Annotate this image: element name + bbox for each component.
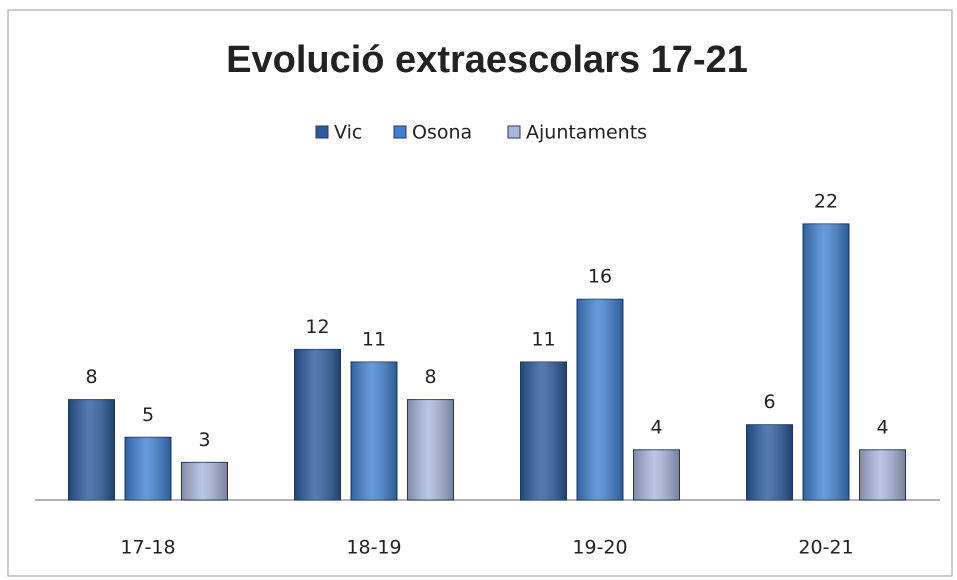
- data-label: 8: [85, 366, 97, 388]
- x-tick-label: 19-20: [572, 537, 627, 559]
- chart-title: Evolució extraescolars 17-21: [226, 39, 748, 81]
- legend-label: Ajuntaments: [526, 122, 647, 144]
- bar-shade: [125, 437, 171, 500]
- legend-swatch: [507, 125, 521, 139]
- legend-label: Osona: [412, 122, 472, 144]
- bar-shade: [181, 462, 228, 500]
- data-label: 11: [531, 328, 555, 350]
- data-label: 8: [424, 366, 436, 388]
- data-label: 6: [763, 391, 775, 413]
- legend-swatch: [315, 125, 329, 139]
- bar-shade: [407, 399, 454, 500]
- x-tick-label: 17-18: [120, 537, 175, 559]
- data-label: 5: [142, 404, 154, 426]
- data-label: 4: [876, 416, 888, 438]
- data-label: 12: [305, 316, 329, 338]
- bar-shade: [746, 424, 793, 500]
- data-label: 4: [650, 416, 662, 438]
- bar-shade: [520, 361, 567, 500]
- bar-shade: [859, 449, 906, 500]
- bar-shade: [294, 349, 341, 500]
- data-label: 16: [588, 266, 612, 288]
- data-label: 11: [362, 328, 386, 350]
- x-tick-label: 20-21: [798, 537, 853, 559]
- legend-swatch: [393, 125, 407, 139]
- bar-shade: [633, 449, 680, 500]
- legend-label: Vic: [334, 122, 362, 144]
- bar-shade: [351, 361, 397, 500]
- bar-shade: [68, 399, 115, 500]
- data-label: 22: [814, 190, 838, 212]
- bar-shade: [577, 299, 623, 500]
- bar-shade: [803, 223, 849, 500]
- x-tick-label: 18-19: [346, 537, 401, 559]
- data-label: 3: [198, 429, 210, 451]
